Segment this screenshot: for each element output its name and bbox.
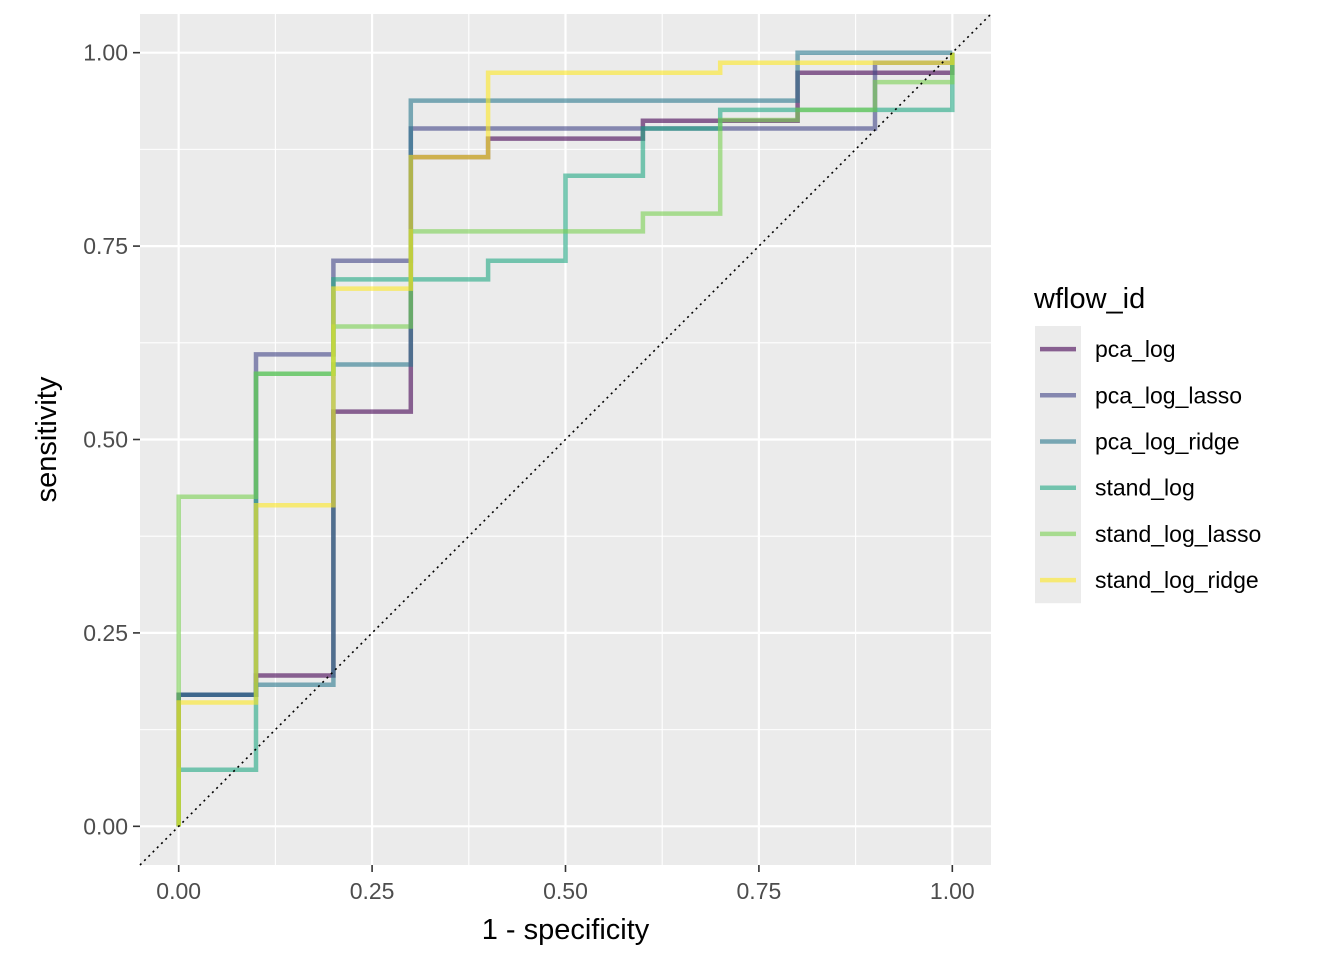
x-tick-label: 1.00: [930, 878, 975, 904]
x-tick-label: 0.75: [737, 878, 782, 904]
legend-item: stand_log: [1040, 475, 1195, 501]
y-tick-label: 0.25: [83, 620, 128, 646]
x-axis-title: 1 - specificity: [482, 914, 650, 946]
legend-item: pca_log_ridge: [1040, 429, 1240, 455]
y-tick-label: 0.75: [83, 233, 128, 259]
x-axis: 0.00 0.25 0.50 0.75 1.00: [156, 865, 975, 904]
legend: wflow_id pca_log pca_log_lasso pca_log_rid…: [1033, 283, 1261, 604]
roc-curve-stand-log-ridge: [176, 52, 955, 827]
legend-title: wflow_id: [1033, 283, 1145, 315]
legend-item: stand_log_ridge: [1040, 567, 1259, 593]
legend-item: pca_log: [1040, 336, 1176, 362]
legend-key-background: [1035, 326, 1081, 604]
x-tick-label: 0.50: [543, 878, 588, 904]
y-tick-label: 0.00: [83, 813, 128, 839]
legend-item: pca_log_lasso: [1040, 382, 1242, 408]
y-tick-label: 0.50: [83, 427, 128, 453]
legend-label: pca_log_lasso: [1095, 382, 1242, 408]
legend-label: stand_log: [1095, 475, 1195, 501]
y-axis-title: sensitivity: [31, 376, 63, 502]
reference-diagonal-line: [139, 13, 992, 866]
series-layer: [176, 50, 955, 827]
legend-item: stand_log_lasso: [1040, 521, 1261, 547]
legend-label: stand_log_lasso: [1095, 521, 1261, 547]
x-tick-label: 0.00: [156, 878, 201, 904]
legend-label: pca_log: [1095, 336, 1176, 362]
legend-label: stand_log_ridge: [1095, 567, 1259, 593]
y-tick-label: 1.00: [83, 40, 128, 66]
legend-label: pca_log_ridge: [1095, 429, 1240, 455]
x-tick-label: 0.25: [350, 878, 395, 904]
roc-curve-stand-log-lasso: [176, 52, 955, 827]
y-axis: 0.00 0.25 0.50 0.75 1.00: [83, 40, 140, 839]
